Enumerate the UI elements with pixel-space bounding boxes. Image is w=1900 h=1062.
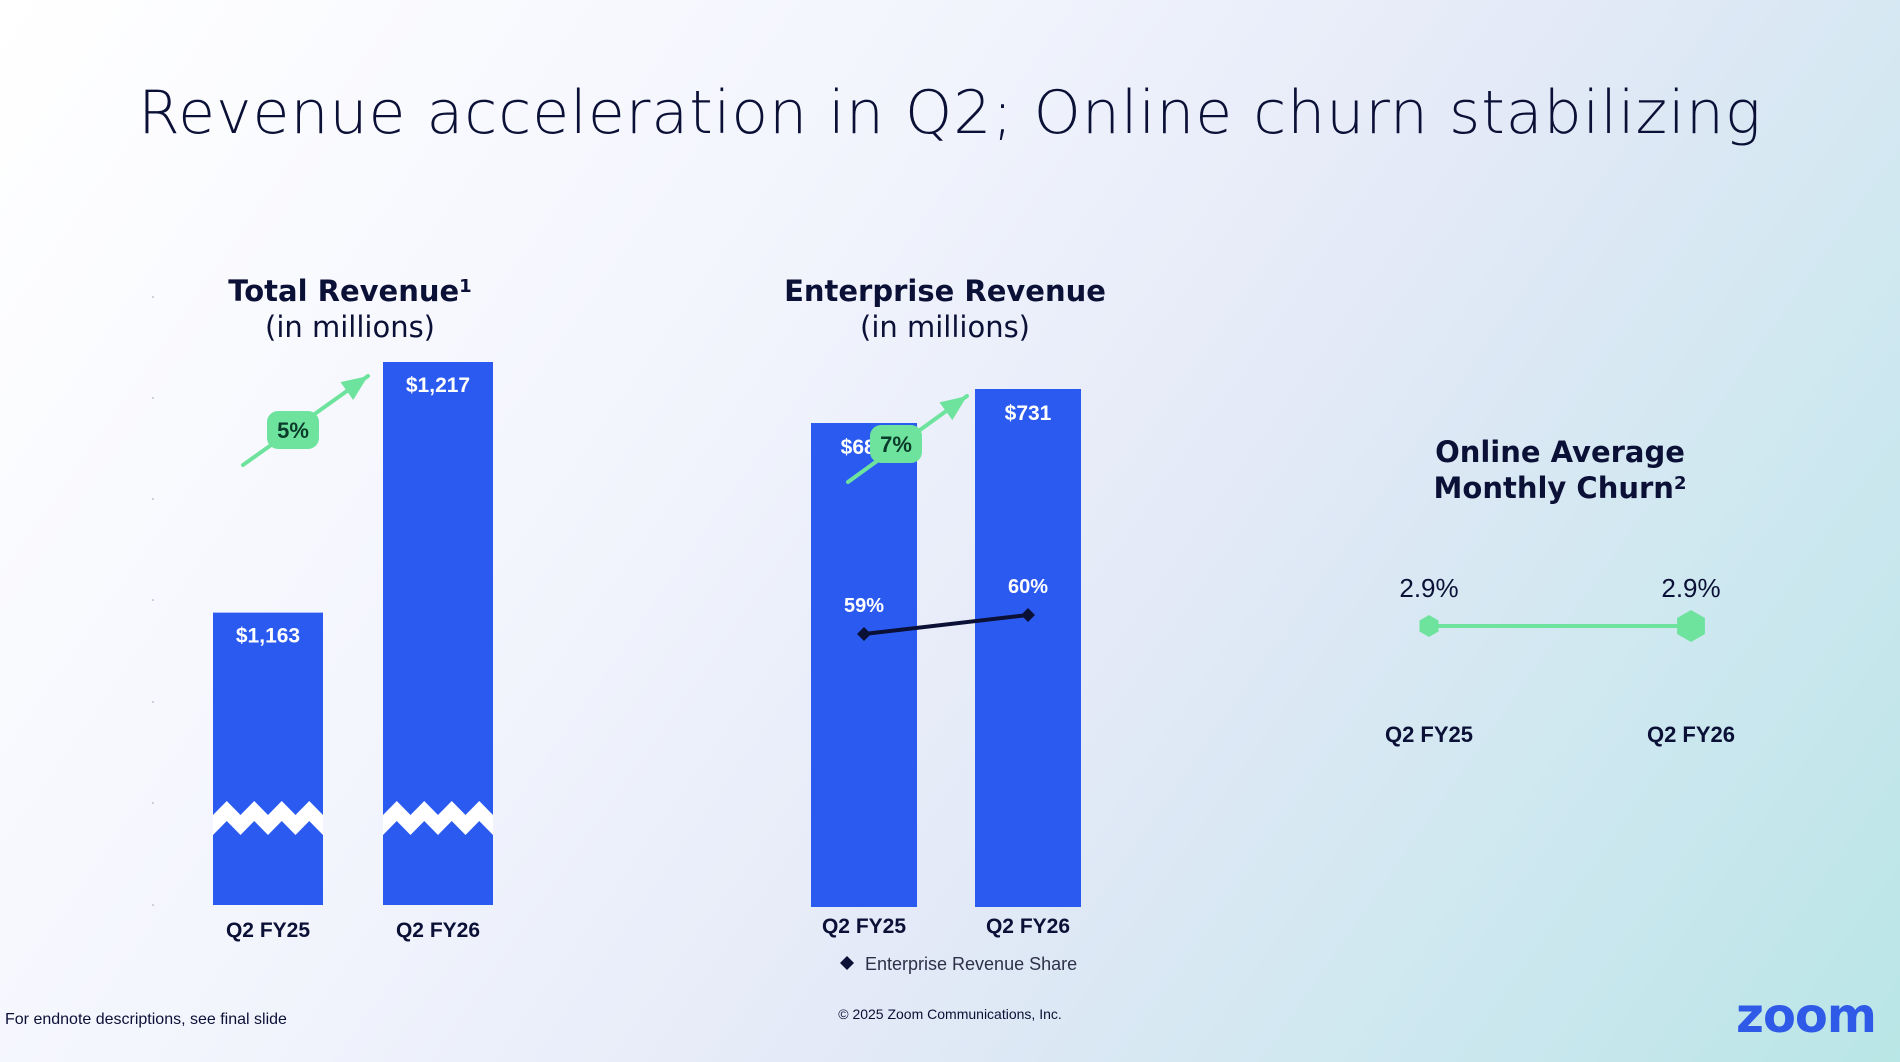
total-revenue-axis-tick-4	[152, 599, 154, 601]
total-revenue-bar-1	[213, 612, 323, 905]
churn-value-label-2: 2.9%	[1661, 573, 1720, 603]
total-revenue-growth-arrow-head	[340, 376, 368, 401]
zoom-logo: zoom	[1736, 988, 1877, 1044]
enterprise-revenue-bar-2	[975, 389, 1081, 907]
enterprise-revenue-title: Enterprise Revenue	[784, 274, 1106, 308]
total-revenue-chart-title: Total Revenue1 (in millions)	[200, 273, 500, 345]
churn-category-label-1: Q2 FY25	[1385, 722, 1473, 747]
churn-chart-title: Online Average Monthly Churn2	[1380, 434, 1740, 506]
total-revenue-axis-tick-6	[152, 802, 154, 804]
enterprise-revenue-subtitle: (in millions)	[860, 310, 1030, 344]
endnote-reference: For endnote descriptions, see final slid…	[5, 1011, 287, 1028]
total-revenue-axis-tick-3	[152, 498, 154, 500]
churn-title: Online Average Monthly Churn	[1433, 435, 1685, 505]
enterprise-revenue-growth-badge	[870, 425, 922, 463]
total-revenue-growth-badge-label: 5%	[277, 418, 309, 443]
enterprise-share-point-1	[857, 627, 871, 641]
total-revenue-axis-break-2	[383, 801, 493, 835]
total-revenue-axis-tick-2	[152, 397, 154, 399]
total-revenue-category-label-1: Q2 FY25	[226, 919, 310, 942]
churn-point-2	[1677, 610, 1705, 642]
enterprise-revenue-category-label-2: Q2 FY26	[986, 915, 1070, 938]
enterprise-revenue-chart-title: Enterprise Revenue (in millions)	[770, 273, 1120, 345]
churn-title-line: Online Average Monthly Churn2	[1380, 434, 1740, 506]
enterprise-share-legend: Enterprise Revenue Share	[865, 954, 1077, 974]
enterprise-revenue-growth-arrow-head	[939, 396, 967, 421]
churn-category-label-2: Q2 FY26	[1647, 722, 1735, 747]
total-revenue-subtitle: (in millions)	[265, 310, 435, 344]
enterprise-share-label-2: 60%	[1008, 576, 1048, 598]
legend-diamond-icon	[840, 956, 854, 970]
total-revenue-endnote-marker: 1	[459, 276, 472, 297]
enterprise-revenue-growth-badge-label: 7%	[880, 432, 912, 457]
enterprise-revenue-category-label-1: Q2 FY25	[822, 915, 906, 938]
page-title: Revenue acceleration in Q2; Online churn…	[138, 78, 1762, 148]
enterprise-share-point-2	[1021, 608, 1035, 622]
copyright: © 2025 Zoom Communications, Inc.	[838, 1006, 1062, 1022]
enterprise-share-label-1: 59%	[844, 595, 884, 617]
total-revenue-title: Total Revenue	[228, 274, 460, 308]
total-revenue-axis-tick-1	[152, 296, 154, 298]
enterprise-revenue-value-label-2: $731	[1005, 402, 1052, 425]
churn-value-label-1: 2.9%	[1399, 573, 1458, 603]
total-revenue-axis-break-1	[213, 801, 323, 835]
total-revenue-value-label-2: $1,217	[406, 374, 470, 397]
enterprise-revenue-bar-1	[811, 423, 917, 907]
total-revenue-category-label-2: Q2 FY26	[396, 919, 480, 942]
total-revenue-axis-tick-7	[152, 904, 154, 906]
total-revenue-axis-tick-5	[152, 701, 154, 703]
enterprise-share-line	[863, 613, 1029, 636]
total-revenue-growth-badge	[267, 411, 319, 449]
total-revenue-value-label-1: $1,163	[236, 625, 300, 648]
churn-point-1	[1419, 615, 1439, 637]
churn-endnote-marker: 2	[1673, 473, 1687, 494]
